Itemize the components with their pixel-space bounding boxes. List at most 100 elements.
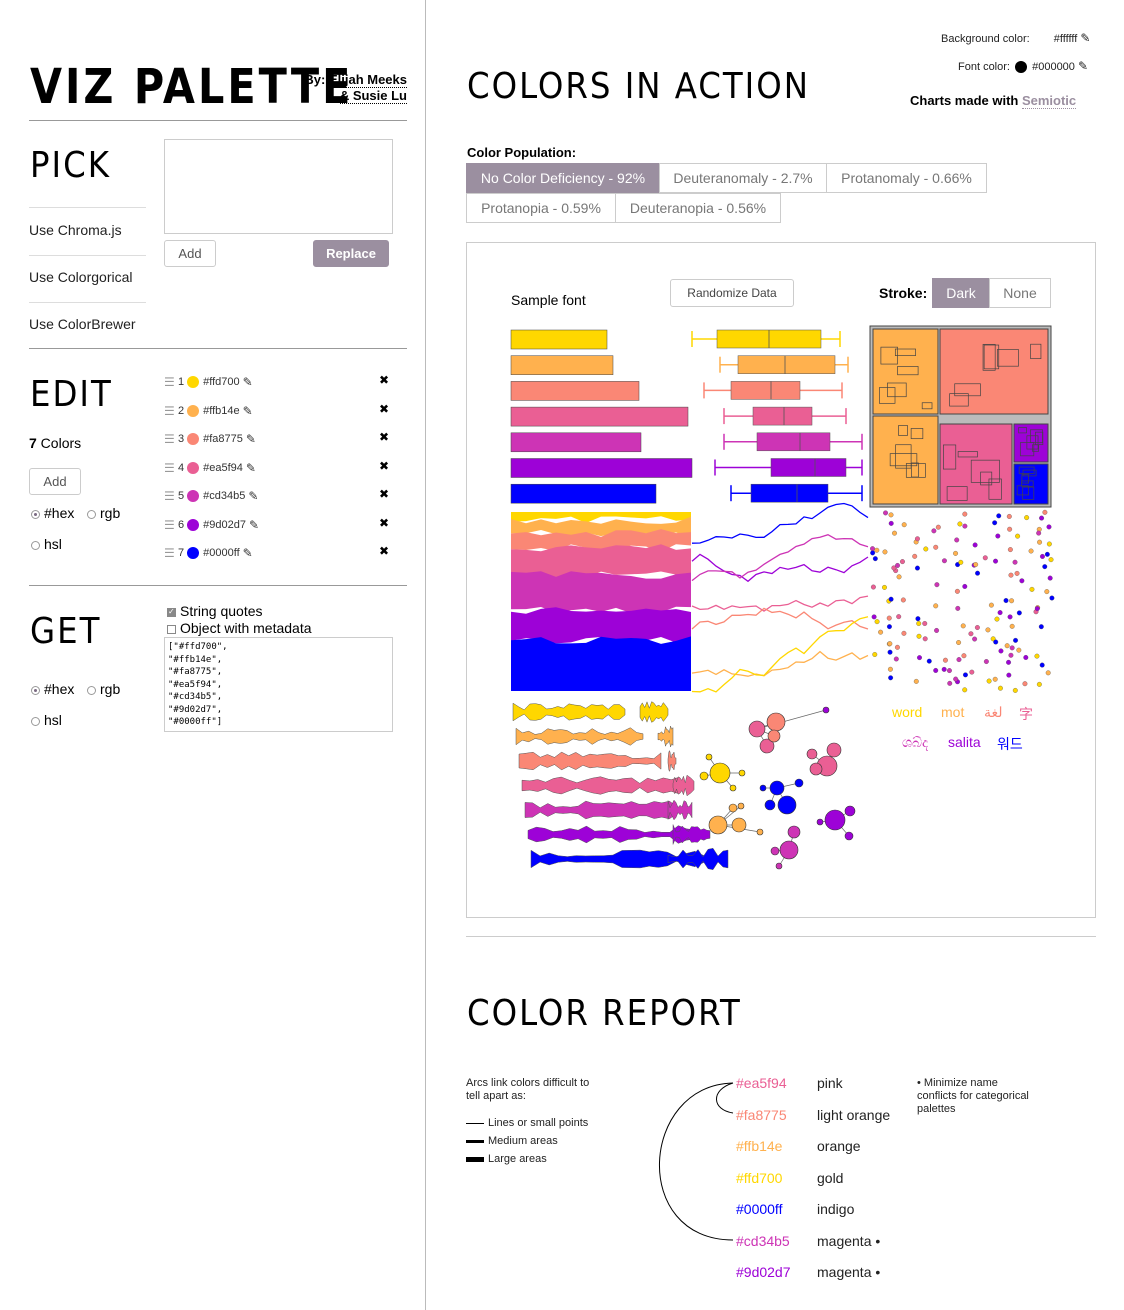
network-node [759, 784, 767, 792]
line-series [691, 650, 869, 677]
network-node [756, 828, 764, 836]
charts-made-label: Charts made with [910, 93, 1022, 108]
area-series [511, 571, 691, 614]
tab-protanomaly[interactable]: Protanomaly - 0.66% [826, 163, 987, 193]
violin [667, 799, 693, 821]
scatter-point [1042, 564, 1048, 570]
author-link-2[interactable]: & Susie Lu [339, 88, 407, 104]
scatter-point [1012, 559, 1018, 565]
scatter-point [1007, 526, 1013, 532]
edit-format-hex[interactable]: #hex [31, 505, 74, 521]
font-color-setting[interactable]: Font color: #000000 ✎ [958, 59, 1089, 74]
get-format-hex[interactable]: #hex [31, 681, 74, 697]
network-node [738, 769, 746, 777]
tab-protanopia[interactable]: Protanopia - 0.59% [466, 193, 616, 223]
drag-handle-icon[interactable]: ☰ [164, 460, 175, 475]
pencil-icon[interactable]: ✎ [242, 375, 253, 389]
tab-no-deficiency[interactable]: No Color Deficiency - 92% [466, 163, 660, 193]
network-node [779, 840, 799, 860]
scatter-point [973, 562, 979, 567]
string-quotes-checkbox[interactable]: String quotes [167, 603, 263, 619]
tab-deuteranopia[interactable]: Deuteranopia - 0.56% [615, 193, 781, 223]
treemap-subcell [980, 471, 993, 486]
violin [639, 701, 669, 723]
stroke-none-button[interactable]: None [989, 278, 1051, 308]
scatter-point [988, 602, 994, 608]
delete-color-icon[interactable]: ✖ [379, 430, 390, 444]
scatter-point [874, 547, 880, 553]
radio-icon [31, 685, 40, 695]
pencil-icon[interactable]: ✎ [248, 517, 260, 532]
delete-color-icon[interactable]: ✖ [379, 515, 390, 530]
color-row: ☰ 5 #cd34b5 ✎ [164, 486, 258, 506]
pencil-icon[interactable]: ✎ [245, 460, 256, 475]
delete-color-icon[interactable]: ✖ [379, 458, 390, 473]
box [750, 483, 829, 503]
scatter-point [960, 623, 966, 629]
pick-heading: PICK [30, 145, 111, 186]
scatter-point [1034, 653, 1040, 659]
drag-handle-icon[interactable]: ☰ [164, 517, 175, 532]
semiotic-link[interactable]: Semiotic [1021, 93, 1077, 109]
scatter-point [913, 678, 919, 684]
scatter-point [915, 536, 920, 542]
delete-color-icon[interactable]: ✖ [379, 487, 390, 501]
scatter-point [886, 624, 892, 630]
treemap-subcell [949, 393, 969, 407]
randomize-data-button[interactable]: Randomize Data [670, 279, 794, 307]
scatter-point [882, 584, 887, 590]
violin [524, 800, 678, 820]
stroke-dark-button[interactable]: Dark [932, 278, 990, 308]
color-index: 6 [178, 518, 185, 531]
pencil-icon[interactable]: ✎ [242, 546, 253, 560]
scatter-point [926, 658, 932, 664]
legend-lines: Lines or small points [466, 1117, 588, 1129]
color-count-number: 7 [29, 435, 37, 451]
bar [510, 381, 640, 401]
pencil-icon[interactable]: ✎ [242, 403, 253, 418]
font-color-swatch [1015, 61, 1028, 74]
network-node [806, 748, 818, 760]
drag-handle-icon[interactable]: ☰ [164, 375, 175, 389]
pencil-icon[interactable]: ✎ [1077, 59, 1089, 73]
legend-medium: Medium areas [466, 1135, 558, 1147]
get-format-rgb[interactable]: rgb [87, 681, 120, 697]
scatter-point [957, 521, 963, 527]
drag-handle-icon[interactable]: ☰ [164, 489, 175, 503]
drag-handle-icon[interactable]: ☰ [164, 403, 175, 418]
scatter-point [1044, 551, 1050, 557]
scatter-point [1046, 541, 1052, 547]
use-colorgorical-option[interactable]: Use Colorgorical [29, 269, 133, 285]
edit-format-rgb[interactable]: rgb [87, 505, 120, 521]
delete-color-icon[interactable]: ✖ [379, 373, 390, 387]
background-color-setting[interactable]: Background color: #ffffff ✎ [941, 31, 1090, 45]
use-colorbrewer-option[interactable]: Use ColorBrewer [29, 316, 136, 332]
scatter-point [947, 680, 953, 686]
pick-add-button[interactable]: Add [164, 240, 216, 267]
treemap-subcell [1032, 444, 1039, 452]
edit-format-hsl[interactable]: hsl [31, 536, 62, 552]
use-chroma-option[interactable]: Use Chroma.js [29, 222, 122, 238]
pencil-icon[interactable]: ✎ [245, 432, 256, 446]
drag-handle-icon[interactable]: ☰ [164, 546, 175, 560]
edit-add-button[interactable]: Add [29, 468, 81, 495]
author-link-1[interactable]: Elijah Meeks [328, 72, 407, 88]
scatter-point [922, 621, 928, 626]
object-metadata-checkbox[interactable]: Object with metadata [167, 620, 312, 636]
palette-output[interactable] [164, 637, 393, 732]
get-format-hsl[interactable]: hsl [31, 712, 62, 728]
scatter-point [886, 615, 892, 621]
color-swatch [187, 490, 200, 502]
replace-button[interactable]: Replace [313, 240, 389, 267]
pencil-icon[interactable]: ✎ [1080, 31, 1091, 45]
pick-input[interactable] [164, 139, 393, 234]
pencil-icon[interactable]: ✎ [248, 489, 259, 503]
drag-handle-icon[interactable]: ☰ [164, 432, 175, 446]
color-swatch [187, 404, 200, 417]
delete-color-icon[interactable]: ✖ [379, 401, 390, 416]
scatter-point [1044, 589, 1050, 595]
treemap-subcell [911, 462, 919, 478]
scatter-point [1039, 662, 1045, 668]
delete-color-icon[interactable]: ✖ [379, 544, 390, 558]
treemap-subcell [1030, 429, 1043, 444]
